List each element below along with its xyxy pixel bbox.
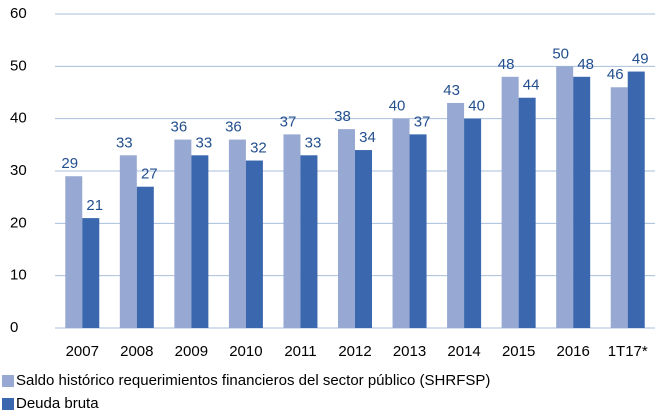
- bar: [464, 118, 482, 329]
- y-tick-label: 50: [10, 57, 27, 74]
- data-label: 36: [171, 119, 188, 136]
- bar: [228, 139, 246, 328]
- bar: [573, 76, 591, 328]
- legend-swatch: [2, 398, 14, 410]
- data-label: 50: [552, 45, 569, 62]
- bar: [627, 71, 645, 329]
- data-label: 33: [196, 134, 213, 151]
- bar: [501, 76, 519, 328]
- data-label: 34: [359, 129, 376, 146]
- y-tick-label: 30: [10, 162, 27, 179]
- x-tick-label: 2009: [175, 343, 208, 360]
- bar: [65, 176, 83, 328]
- bar: [447, 102, 465, 328]
- y-tick-label: 20: [10, 214, 27, 231]
- data-label: 43: [443, 82, 460, 99]
- legend-swatch: [2, 375, 14, 387]
- x-tick-label: 2007: [66, 343, 99, 360]
- data-label: 37: [414, 113, 431, 130]
- data-label: 32: [250, 140, 267, 157]
- bar: [556, 66, 574, 328]
- bar: [610, 87, 628, 329]
- bar: [409, 134, 427, 328]
- data-label: 33: [305, 134, 322, 151]
- data-label: 48: [577, 56, 594, 73]
- x-tick-label: 2008: [120, 343, 153, 360]
- data-label: 40: [389, 98, 406, 115]
- bar: [392, 118, 410, 329]
- x-tick-label: 2012: [338, 343, 371, 360]
- x-tick-label: 1T17*: [608, 343, 648, 360]
- bar: [174, 139, 192, 328]
- legend-label: Deuda bruta: [16, 395, 99, 412]
- legend-label: Saldo histórico requerimientos financier…: [16, 372, 490, 389]
- bar: [191, 155, 209, 328]
- bar: [119, 155, 137, 328]
- data-label: 37: [280, 113, 297, 130]
- y-tick-label: 40: [10, 110, 27, 127]
- data-label: 29: [61, 155, 78, 172]
- data-label: 36: [225, 119, 242, 136]
- data-label: 48: [498, 56, 515, 73]
- y-tick-label: 10: [10, 267, 27, 284]
- data-label: 27: [141, 166, 158, 183]
- bar: [245, 160, 263, 328]
- x-tick-label: 2016: [556, 343, 589, 360]
- x-tick-label: 2015: [502, 343, 535, 360]
- data-label: 40: [468, 98, 485, 115]
- data-label: 44: [523, 77, 540, 94]
- bar: [300, 155, 318, 328]
- x-tick-label: 2014: [447, 343, 480, 360]
- y-tick-label: 60: [10, 5, 27, 22]
- bar: [283, 134, 301, 328]
- y-tick-label: 0: [10, 319, 18, 336]
- bar: [518, 97, 536, 328]
- x-tick-label: 2011: [284, 343, 316, 360]
- data-label: 21: [86, 197, 103, 214]
- data-label: 46: [607, 66, 624, 83]
- x-tick-label: 2010: [229, 343, 262, 360]
- bar: [136, 186, 154, 328]
- data-label: 49: [632, 51, 649, 68]
- bar: [82, 218, 100, 328]
- x-tick-label: 2013: [393, 343, 426, 360]
- bar: [338, 129, 355, 328]
- data-label: 33: [116, 134, 133, 151]
- bar: [355, 150, 372, 328]
- data-label: 38: [334, 108, 351, 125]
